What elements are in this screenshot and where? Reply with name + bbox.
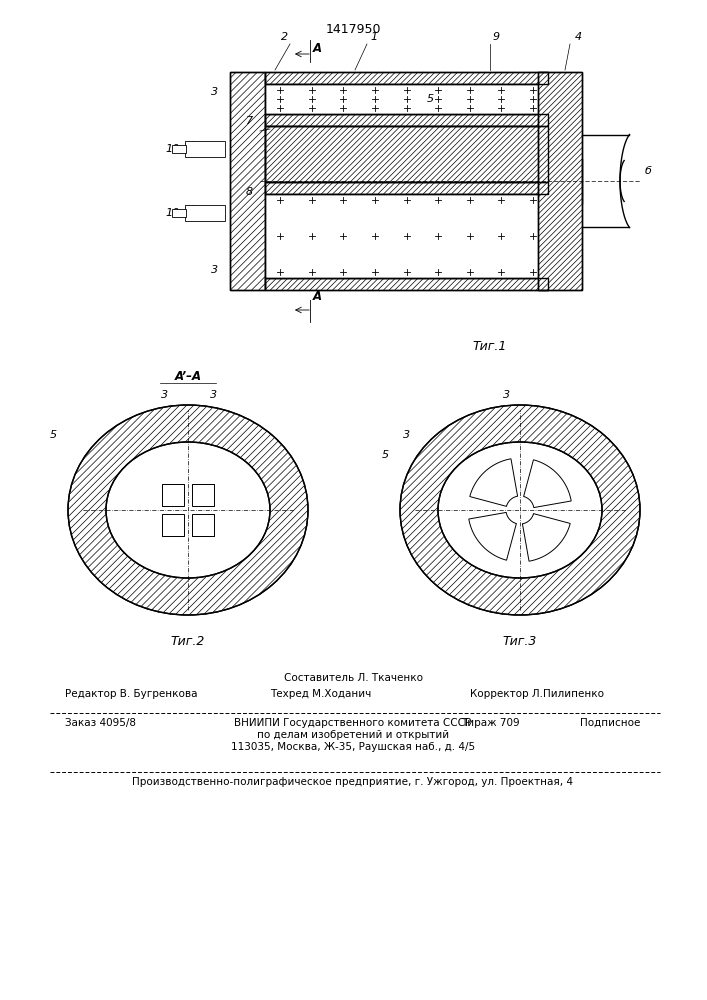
Bar [230, 72, 265, 290]
Text: 3: 3 [161, 390, 168, 400]
Bar [265, 194, 548, 278]
Text: 3: 3 [211, 87, 218, 97]
Bar [162, 490, 168, 506]
Text: по делам изобретений и открытий: по делам изобретений и открытий [257, 730, 449, 740]
Text: 3: 3 [210, 390, 217, 400]
Text: Заказ 4095/8: Заказ 4095/8 [65, 718, 136, 728]
Text: Тираж 709: Тираж 709 [461, 718, 520, 728]
Polygon shape [524, 460, 571, 508]
Text: A: A [313, 290, 322, 303]
Text: 5: 5 [50, 430, 57, 440]
Bar [172, 145, 186, 153]
Text: 3: 3 [403, 430, 410, 440]
Bar [162, 514, 168, 530]
Text: 1: 1 [370, 32, 377, 42]
Text: 3: 3 [211, 265, 218, 275]
Text: A’–A: A’–A [175, 370, 201, 383]
Bar [192, 484, 214, 490]
Text: 113035, Москва, Ж-35, Раушская наб., д. 4/5: 113035, Москва, Ж-35, Раушская наб., д. … [231, 742, 475, 752]
Bar [162, 484, 184, 490]
Bar [192, 530, 214, 536]
Bar [192, 484, 214, 506]
Text: 1417950: 1417950 [325, 23, 381, 36]
Polygon shape [469, 459, 518, 506]
Bar [162, 484, 184, 490]
Text: Составитель Л. Ткаченко: Составитель Л. Ткаченко [284, 673, 423, 683]
Text: ВНИИПИ Государственного комитета СССР: ВНИИПИ Государственного комитета СССР [235, 718, 472, 728]
Text: 9: 9 [493, 32, 500, 42]
Ellipse shape [68, 405, 308, 615]
Bar [265, 114, 548, 126]
Text: Τиг.3: Τиг.3 [503, 635, 537, 648]
Text: 10: 10 [165, 208, 180, 218]
Bar [192, 484, 214, 490]
Text: 7: 7 [246, 116, 253, 126]
Bar [208, 514, 214, 530]
Bar [162, 484, 184, 506]
Bar [162, 530, 184, 536]
Bar [538, 72, 582, 290]
Bar [208, 490, 214, 506]
Polygon shape [469, 512, 516, 560]
Bar [265, 278, 548, 290]
Text: Τиг.2: Τиг.2 [171, 635, 205, 648]
Text: б: б [645, 166, 652, 176]
Bar [538, 72, 582, 290]
Text: A: A [313, 42, 322, 55]
Text: Редактор В. Бугренкова: Редактор В. Бугренкова [65, 689, 197, 699]
Text: 8: 8 [246, 187, 253, 197]
Bar [162, 514, 168, 530]
Bar [265, 72, 548, 84]
Text: 2: 2 [281, 32, 288, 42]
Bar [265, 278, 548, 290]
Bar [192, 514, 214, 536]
Text: Производственно-полиграфическое предприятие, г. Ужгород, ул. Проектная, 4: Производственно-полиграфическое предприя… [132, 777, 573, 787]
Bar [265, 126, 548, 182]
Bar [162, 514, 184, 536]
Bar [192, 530, 214, 536]
Text: 5: 5 [382, 450, 389, 460]
Bar [265, 182, 548, 194]
Bar [265, 84, 548, 114]
Text: Τиг.1: Τиг.1 [473, 340, 507, 353]
Bar [172, 209, 186, 217]
Text: Подписное: Подписное [580, 718, 641, 728]
Text: 5: 5 [426, 94, 433, 104]
Bar [162, 490, 168, 506]
Bar [230, 72, 265, 290]
Bar [208, 514, 214, 530]
Text: Техред М.Ходанич: Техред М.Ходанич [270, 689, 371, 699]
Polygon shape [522, 514, 571, 561]
Ellipse shape [400, 405, 640, 615]
Bar [208, 490, 214, 506]
Bar [185, 205, 225, 221]
Text: Корректор Л.Пилипенко: Корректор Л.Пилипенко [470, 689, 604, 699]
Bar [185, 141, 225, 157]
Bar [265, 182, 548, 194]
Text: 4: 4 [575, 32, 582, 42]
Ellipse shape [438, 442, 602, 578]
Bar [265, 114, 548, 126]
Text: 3: 3 [503, 390, 510, 400]
Bar [265, 126, 548, 182]
Text: 10: 10 [165, 144, 180, 154]
Bar [265, 72, 548, 84]
Ellipse shape [106, 442, 270, 578]
Bar [162, 530, 184, 536]
